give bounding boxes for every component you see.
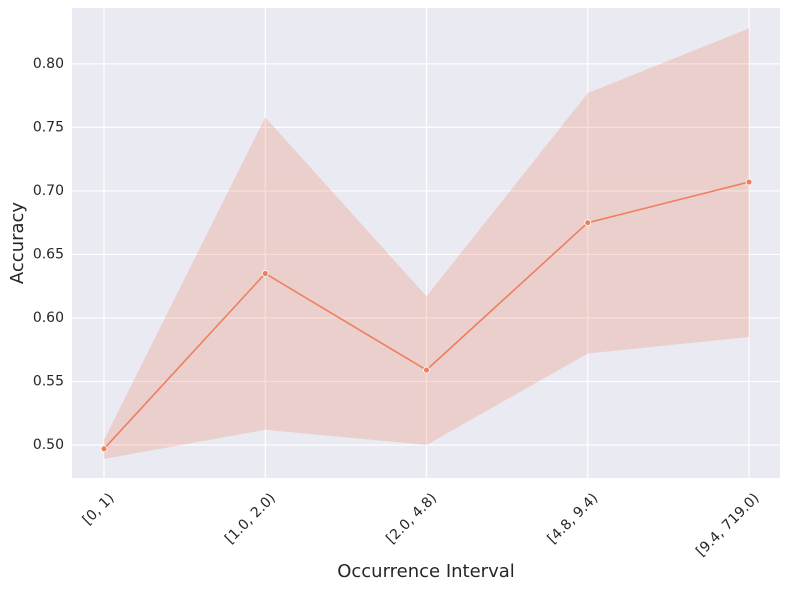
y-tick-label: 0.55 (33, 373, 64, 389)
x-tick-label: [0, 1) (80, 490, 118, 528)
marker (745, 178, 753, 186)
x-axis-label: Occurrence Interval (337, 561, 515, 582)
y-tick-label: 0.50 (33, 437, 64, 453)
y-tick-label: 0.80 (33, 56, 64, 72)
x-tick-label: [4.8, 9.4) (545, 490, 602, 547)
y-tick-label: 0.65 (33, 246, 64, 262)
x-tick-label: [2.0, 4.8) (383, 490, 440, 547)
y-axis-label: Accuracy (7, 202, 28, 285)
x-tick-label: [1.0, 2.0) (222, 490, 279, 547)
x-tick-label: [9.4, 719.0) (693, 490, 762, 559)
marker (261, 270, 269, 277)
y-tick-label: 0.60 (33, 310, 64, 326)
confidence-band (104, 28, 749, 459)
marker (100, 445, 108, 453)
y-tick-label: 0.70 (33, 183, 64, 199)
marker (584, 219, 592, 227)
marker (423, 366, 430, 374)
y-tick-label: 0.75 (33, 119, 64, 135)
